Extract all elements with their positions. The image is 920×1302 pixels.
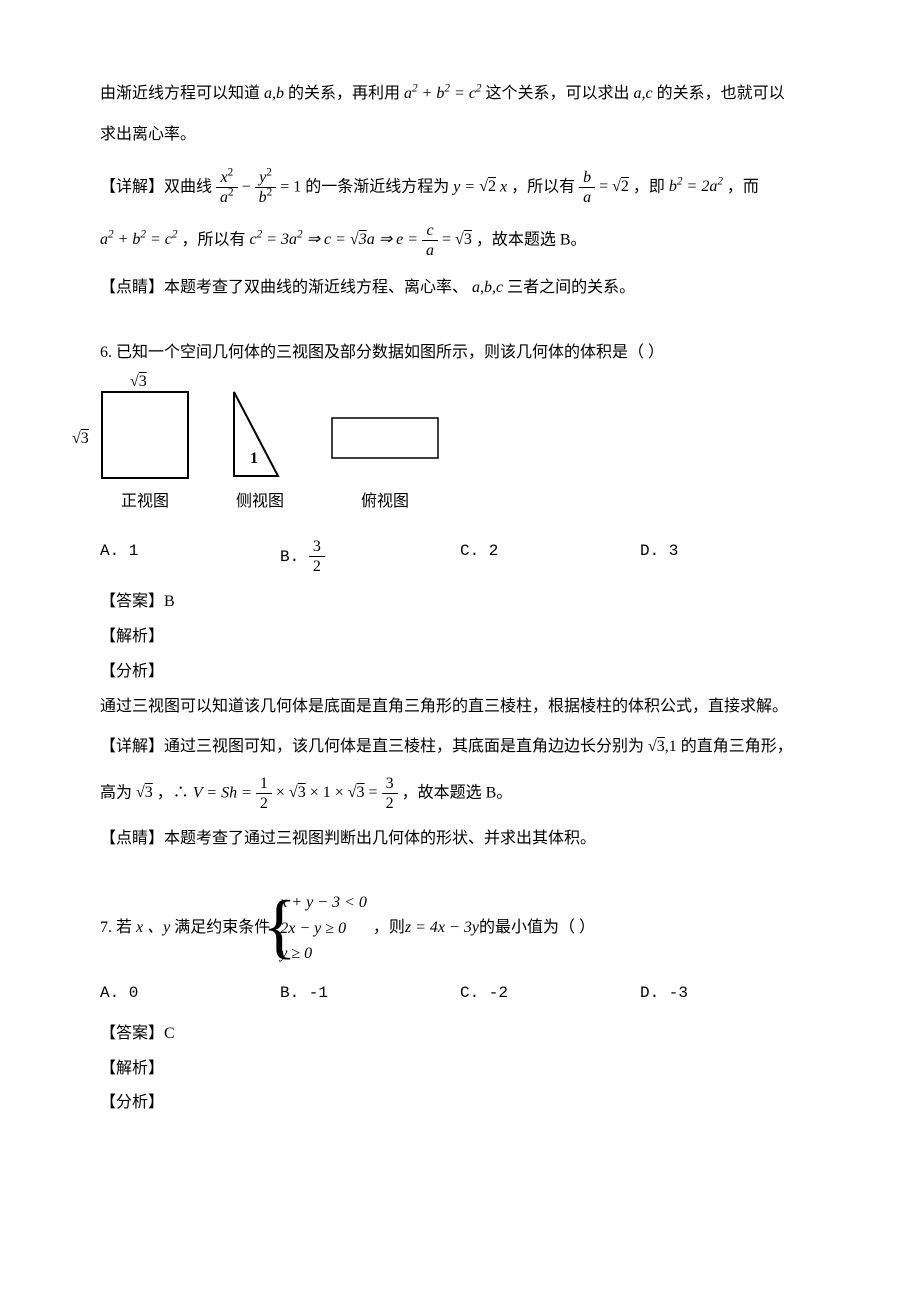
q7-optA: A. 0 bbox=[100, 979, 280, 1008]
constraint-system: { x + y − 3 < 0 2x − y ≥ 0 y ≥ 0 bbox=[276, 890, 367, 967]
q6-optA: A. 1 bbox=[100, 537, 280, 576]
q7-optD: D. -3 bbox=[640, 979, 820, 1008]
text: 三者之间的关系。 bbox=[507, 279, 635, 296]
text: 的一条渐近线方程为 bbox=[305, 178, 449, 195]
eq-sqrt2: = √2 bbox=[599, 178, 629, 195]
q6-number: 6. bbox=[100, 344, 112, 361]
text: 由渐近线方程可以知道 bbox=[100, 85, 260, 102]
xy: x 、y bbox=[132, 914, 174, 943]
q7-answer: 【答案】C bbox=[100, 1020, 820, 1049]
text: ，∴ bbox=[157, 784, 189, 801]
text: ，所以有 bbox=[181, 231, 245, 248]
q6-summary: 【点睛】本题考查了通过三视图判断出几何体的形状、并求出其体积。 bbox=[100, 825, 820, 854]
text: 的关系，再利用 bbox=[288, 85, 400, 102]
optB-frac: 3 2 bbox=[309, 537, 325, 576]
eq-abc: a2 + b2 = c2 bbox=[404, 85, 481, 102]
text: 的最小值为（ ） bbox=[479, 914, 595, 943]
p5-detail: 【详解】双曲线 x2 a2 − y2 b2 = 1 的一条渐近线方程为 y = … bbox=[100, 168, 820, 207]
q6-breakdown: 【分析】 bbox=[100, 658, 820, 687]
var-ac: a,c bbox=[634, 85, 653, 102]
q6-optC: C. 2 bbox=[460, 537, 640, 576]
eq-sqrt3: = √3 bbox=[442, 231, 472, 248]
frac-ba: b a bbox=[579, 168, 595, 207]
var-ab: a,b bbox=[264, 85, 284, 102]
text: ，而 bbox=[727, 178, 759, 195]
top-view-svg bbox=[330, 416, 440, 460]
z-expr: z = 4x − 3y bbox=[405, 914, 479, 943]
p5-line3: a2 + b2 = c2 ，所以有 c2 = 3a2 ⇒ c = √3a ⇒ e… bbox=[100, 221, 820, 260]
text: 高为 bbox=[100, 784, 132, 801]
side-label: 侧视图 bbox=[230, 488, 290, 517]
q6-analysis: 【解析】 bbox=[100, 623, 820, 652]
q6-analysis-line: 通过三视图可以知道该几何体是底面是直角三角形的直三棱柱，根据棱柱的体积公式，直接… bbox=[100, 693, 820, 722]
text: 满足约束条件 bbox=[174, 914, 270, 943]
text: ，则 bbox=[373, 914, 405, 943]
p5-summary: 【点睛】本题考查了双曲线的渐近线方程、离心率、 a,b,c 三者之间的关系。 bbox=[100, 274, 820, 303]
summary-label: 【点睛】本题考查了双曲线的渐近线方程、离心率、 bbox=[100, 279, 468, 296]
top-label: 俯视图 bbox=[330, 488, 440, 517]
detail-label: 【详解】双曲线 bbox=[100, 178, 212, 195]
top-view bbox=[330, 416, 440, 460]
q6-detail: 【详解】通过三视图可知，该几何体是直三棱柱，其底面是直角边边长分别为 √3,1 … bbox=[100, 733, 820, 762]
x-var: x bbox=[500, 178, 507, 195]
q7-breakdown: 【分析】 bbox=[100, 1089, 820, 1118]
q6-views: √3 √3 1 bbox=[100, 388, 820, 480]
front-view: √3 √3 bbox=[100, 390, 190, 480]
q7-optC: C. -2 bbox=[460, 979, 640, 1008]
eq-abc2: a2 + b2 = c2 bbox=[100, 231, 177, 248]
side-view-svg bbox=[230, 388, 290, 480]
frac-32: 3 2 bbox=[382, 774, 398, 813]
abc: a,b,c bbox=[472, 279, 503, 296]
q6-answer: 【答案】B bbox=[100, 588, 820, 617]
q6-options: A. 1 B. 3 2 C. 2 D. 3 bbox=[100, 537, 820, 576]
q6-optD: D. 3 bbox=[640, 537, 820, 576]
frac-y2b2: y2 b2 bbox=[255, 168, 277, 207]
text: ，所以有 bbox=[511, 178, 575, 195]
text: 【详解】通过三视图可知，该几何体是直三棱柱，其底面是直角边边长分别为 bbox=[100, 738, 644, 755]
frac-x2a2: x2 a2 bbox=[216, 168, 238, 207]
text: ，故本题选 B。 bbox=[402, 784, 513, 801]
frac-ca: c a bbox=[422, 221, 438, 260]
q7-options: A. 0 B. -1 C. -2 D. -3 bbox=[100, 979, 820, 1008]
p5-intro-line2: 求出离心率。 bbox=[100, 121, 820, 150]
q6-view-labels: 正视图 侧视图 俯视图 bbox=[100, 488, 820, 517]
chain: c2 = 3a2 ⇒ c = √3a ⇒ e = bbox=[250, 231, 423, 248]
text: 的关系，也就可以 bbox=[657, 85, 785, 102]
sqrt3-left: √3 bbox=[72, 425, 89, 454]
sqrt2: √2 bbox=[479, 178, 496, 195]
q6-optB: B. 3 2 bbox=[280, 537, 460, 576]
frac-12: 1 2 bbox=[256, 774, 272, 813]
optB-label: B. bbox=[280, 548, 309, 566]
b2-2a2: b2 = 2a2 bbox=[669, 178, 723, 195]
q6-text: 已知一个空间几何体的三视图及部分数据如图所示，则该几何体的体积是（ ） bbox=[116, 344, 664, 361]
q7-stem: 7. 若 x 、y 满足约束条件 { x + y − 3 < 0 2x − y … bbox=[100, 890, 820, 967]
q6-detail2: 高为 √3 ，∴ V = Sh = 1 2 × √3 × 1 × √3 = 3 … bbox=[100, 774, 820, 813]
v-eq: V = Sh = bbox=[193, 784, 256, 801]
times-chain: × √3 × 1 × √3 = bbox=[276, 784, 382, 801]
text: ，故本题选 B。 bbox=[476, 231, 587, 248]
front-view-svg bbox=[100, 390, 190, 480]
sqrt3-h: √3 bbox=[136, 784, 153, 801]
q6-stem: 6. 已知一个空间几何体的三视图及部分数据如图所示，则该几何体的体积是（ ） bbox=[100, 339, 820, 368]
text: 这个关系，可以求出 bbox=[486, 85, 630, 102]
q7-analysis: 【解析】 bbox=[100, 1055, 820, 1084]
q7-number: 7. 若 bbox=[100, 914, 132, 943]
text: 的直角三角形， bbox=[681, 738, 793, 755]
side-view: 1 bbox=[230, 388, 290, 480]
front-label: 正视图 bbox=[100, 488, 190, 517]
text: ，即 bbox=[633, 178, 665, 195]
p5-intro-line1: 由渐近线方程可以知道 a,b 的关系，再利用 a2 + b2 = c2 这个关系… bbox=[100, 80, 820, 109]
minus: − bbox=[242, 178, 255, 195]
sqrt3-top: √3 bbox=[130, 368, 147, 397]
sqrt3-1: √3,1 bbox=[648, 738, 677, 755]
text: 求出离心率。 bbox=[100, 126, 196, 143]
y-eq: y = bbox=[453, 178, 479, 195]
eq1: = 1 bbox=[280, 178, 301, 195]
q7-optB: B. -1 bbox=[280, 979, 460, 1008]
side-one: 1 bbox=[250, 445, 258, 474]
